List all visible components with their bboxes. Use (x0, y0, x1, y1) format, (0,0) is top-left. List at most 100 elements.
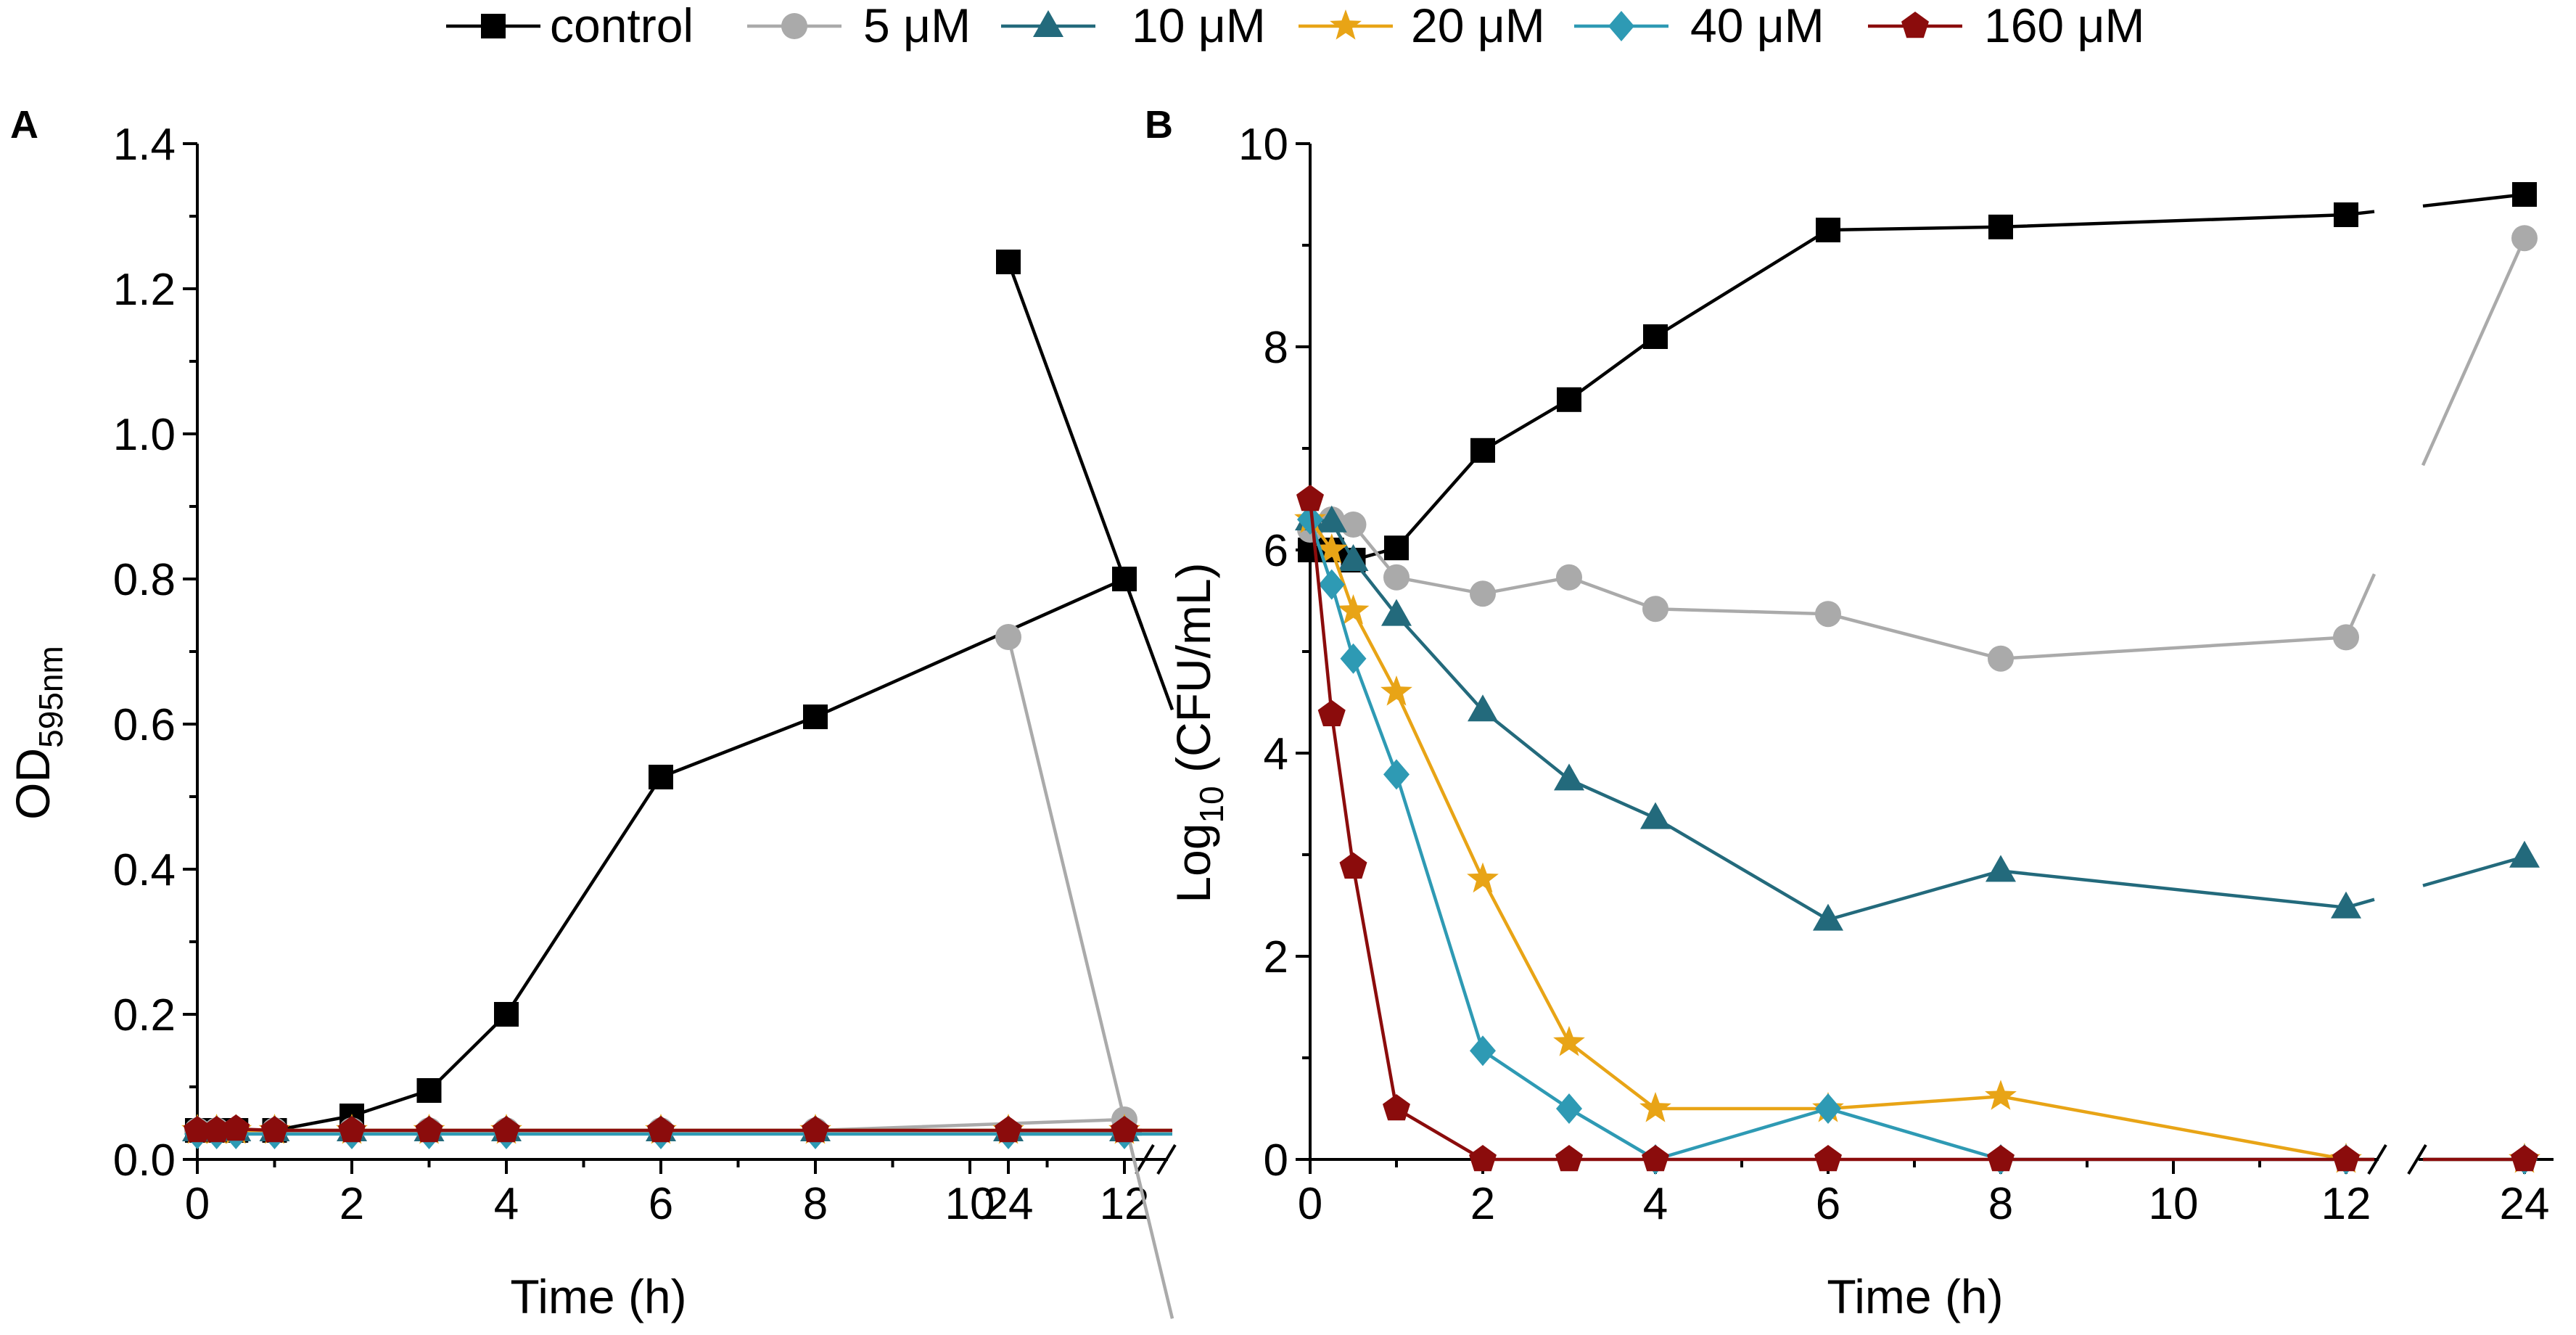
series-line-segment (2422, 192, 2525, 208)
series-line (1308, 498, 2346, 1162)
data-point-40-um (1470, 1035, 1496, 1067)
data-point-control (1384, 535, 1409, 561)
data-point-5-um (1383, 564, 1410, 591)
legend-entry-control: control (446, 0, 694, 52)
x-tick-label: 24 (2500, 1179, 2550, 1229)
panel-a-xlabel: Time (h) (510, 1270, 686, 1323)
data-point-10-um (1986, 855, 2016, 882)
data-point-control (1816, 218, 1840, 242)
data-point-160-um (1111, 1116, 1138, 1143)
data-point-5-um (995, 624, 1021, 650)
data-point-10-um (1813, 903, 1843, 931)
data-point-control (416, 1078, 442, 1103)
x-tick-label: 2 (1470, 1179, 1495, 1229)
x-tick-label: 0 (1298, 1179, 1322, 1229)
data-point-10-um (1640, 802, 1671, 829)
x-tick-label: 10 (2149, 1179, 2199, 1229)
data-point-160-um (1814, 1145, 1842, 1172)
data-point-5-um (1470, 580, 1496, 607)
series-line-segment (2422, 855, 2525, 887)
data-point-5-um (2333, 624, 2359, 651)
panel-a-ylabel-main: OD (6, 748, 59, 820)
data-point-5-um (1815, 601, 1841, 628)
data-point-160-um (2332, 1145, 2360, 1172)
data-point-160-um (260, 1116, 289, 1143)
panel-a-ylabel: OD595nm (6, 646, 70, 820)
axis-break-mark (2367, 1143, 2387, 1175)
data-point-control (803, 705, 828, 729)
data-point-20-um (1380, 675, 1412, 706)
data-point-160-um (338, 1116, 366, 1143)
x-tick-label: 6 (1816, 1179, 1840, 1229)
x-tick-label: 24 (984, 1179, 1034, 1229)
data-point-20-um (1315, 533, 1348, 564)
x-tick-label: 2 (340, 1179, 364, 1229)
legend-marker-diamond (1608, 11, 1634, 41)
legend-label: control (550, 0, 694, 52)
series-line-segment (2421, 237, 2527, 467)
series-line (197, 577, 1125, 1133)
data-point-5-um (1340, 512, 1367, 538)
y-tick-label: 0.8 (113, 555, 176, 605)
data-point-20-um (1639, 1092, 1671, 1122)
series-line (1309, 517, 2347, 921)
data-point-control (1112, 567, 1137, 591)
y-tick-label: 2 (1264, 932, 1288, 982)
data-point-160-um (995, 1116, 1022, 1143)
legend-label: 5 μM (863, 0, 971, 52)
data-point-10-um (1381, 599, 1412, 626)
legend-entry-20-um: 20 μM (1299, 0, 1545, 52)
x-tick-label: 8 (1988, 1179, 2013, 1229)
panel-b-ylabel-rest: (CFU/mL) (1166, 562, 1220, 786)
data-point-control (2334, 202, 2358, 227)
legend-marker-circle (781, 13, 807, 39)
legend-entry-40-um: 40 μM (1574, 0, 1824, 52)
data-point-20-um (1337, 594, 1370, 625)
x-tick-label: 6 (649, 1179, 673, 1229)
data-point-10-um (1468, 694, 1498, 722)
data-point-160-um (1296, 485, 1324, 512)
panel-b-ylabel: Log10 (CFU/mL) (1166, 562, 1230, 903)
y-tick-label: 1.0 (113, 410, 176, 460)
legend-label: 160 μM (1984, 0, 2144, 52)
series-line-segment (1006, 636, 1174, 1319)
legend-entry-5-um: 5 μM (747, 0, 971, 52)
y-tick-label: 1.4 (113, 120, 176, 170)
y-tick-label: 0.4 (113, 845, 176, 895)
data-point-10-um (1316, 505, 1347, 533)
data-point-160-um (1383, 1094, 1410, 1121)
data-point-5-um (1556, 564, 1582, 591)
data-point-160-um (2511, 1145, 2538, 1172)
data-point-160-um (1339, 852, 1367, 879)
data-point-20-um (1985, 1080, 2017, 1110)
series-line (1309, 518, 2347, 1162)
series-line (1310, 213, 2347, 562)
data-point-control (494, 1002, 519, 1027)
y-tick-label: 10 (1238, 120, 1288, 170)
data-point-40-um (1815, 1093, 1841, 1124)
data-point-160-um (1987, 1145, 2015, 1172)
panel-b-series (1294, 182, 2540, 1175)
panel-a-letter: A (10, 103, 38, 147)
data-point-20-um (1467, 862, 1499, 893)
x-tick-label: 0 (185, 1179, 210, 1229)
legend: control 5 μM 10 μM 20 μM 40 μM 160 μM (446, 0, 2144, 52)
data-point-40-um (1556, 1093, 1582, 1124)
axis-break-mark (1135, 1143, 1155, 1175)
data-point-160-um (802, 1116, 829, 1143)
legend-marker-square (481, 14, 506, 38)
legend-label: 40 μM (1690, 0, 1824, 52)
y-tick-label: 8 (1264, 323, 1288, 373)
data-point-40-um (1318, 569, 1345, 600)
series-160-um (1296, 485, 2538, 1172)
data-point-160-um (1555, 1145, 1583, 1172)
x-tick-label: 10 (945, 1179, 995, 1229)
data-point-control (1557, 387, 1581, 412)
legend-entry-10-um: 10 μM (1001, 0, 1266, 52)
axis-break-mark (1156, 1143, 1177, 1175)
data-point-control (649, 765, 673, 789)
data-point-40-um (1383, 759, 1410, 790)
y-tick-label: 0.0 (113, 1135, 176, 1186)
